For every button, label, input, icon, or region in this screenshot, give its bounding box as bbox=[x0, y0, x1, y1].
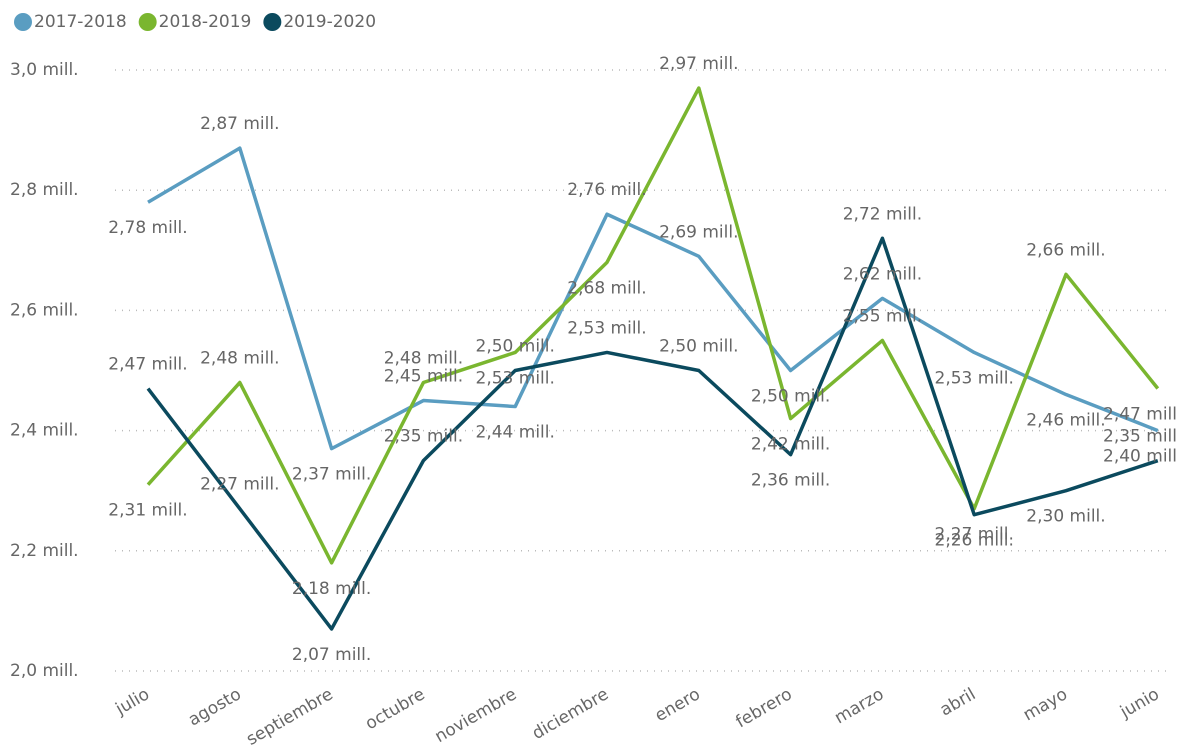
data-label: 2,72 mill. bbox=[843, 204, 922, 224]
legend-marker bbox=[138, 13, 157, 31]
data-label: 2,45 mill. bbox=[384, 367, 463, 387]
x-tick-label: mayo bbox=[1020, 684, 1071, 725]
x-tick-label: octubre bbox=[362, 684, 428, 734]
legend-label: 2018-2019 bbox=[159, 12, 252, 32]
data-label: 2,27 mill. bbox=[200, 475, 279, 495]
x-tick-label: junio bbox=[1116, 684, 1163, 723]
data-label: 2,07 mill. bbox=[292, 645, 371, 665]
y-tick-label: 2,2 mill. bbox=[10, 541, 79, 561]
x-tick-label: julio bbox=[112, 684, 153, 720]
data-label: 2,35 mill bbox=[1103, 427, 1177, 447]
data-label: 2,50 mill. bbox=[751, 387, 830, 407]
data-label: 2,87 mill. bbox=[200, 114, 279, 134]
data-label: 2,47 mill. bbox=[108, 355, 187, 375]
data-label: 2,27 mill. bbox=[935, 525, 1014, 545]
x-tick-label: septiembre bbox=[243, 684, 336, 750]
data-label: 2,53 mill. bbox=[476, 368, 555, 388]
legend-label: 2019-2020 bbox=[283, 12, 376, 32]
legend-marker bbox=[14, 13, 32, 31]
data-label: 2,36 mill. bbox=[751, 471, 830, 491]
data-label: 2,26 mill. bbox=[935, 531, 1014, 551]
x-tick-label: marzo bbox=[831, 684, 887, 728]
y-tick-label: 3,0 mill. bbox=[10, 60, 79, 80]
x-tick-label: diciembre bbox=[529, 684, 612, 744]
data-label: 2,48 mill. bbox=[384, 349, 463, 369]
x-tick-label: febrero bbox=[732, 684, 795, 732]
x-tick-label: noviembre bbox=[432, 684, 521, 747]
data-label: 2,44 mill. bbox=[476, 423, 555, 443]
series-line bbox=[147, 146, 1159, 451]
data-label: 2,48 mill. bbox=[200, 349, 279, 369]
legend-label: 2017-2018 bbox=[34, 12, 127, 32]
data-label: 2,18 mill. bbox=[292, 579, 371, 599]
data-label: 2,47 mill bbox=[1103, 405, 1177, 425]
y-tick-label: 2,8 mill. bbox=[10, 180, 79, 200]
x-tick-label: agosto bbox=[185, 684, 245, 730]
y-tick-label: 2,4 mill. bbox=[10, 421, 79, 441]
series-line bbox=[146, 236, 1159, 631]
legend-marker bbox=[263, 13, 282, 31]
data-label: 2,35 mill. bbox=[384, 427, 463, 447]
data-label: 2,50 mill. bbox=[659, 337, 738, 357]
x-tick-label: abril bbox=[937, 684, 980, 720]
data-label: 2,40 mill bbox=[1103, 447, 1177, 467]
x-tick-label: enero bbox=[652, 684, 704, 726]
data-label: 2,68 mill. bbox=[567, 278, 646, 298]
data-label: 2,53 mill. bbox=[935, 368, 1014, 388]
data-label: 2,78 mill. bbox=[108, 218, 187, 238]
data-label: 2,76 mill. bbox=[567, 180, 646, 200]
data-label: 2,37 mill. bbox=[292, 465, 371, 485]
data-label: 2,69 mill. bbox=[659, 222, 738, 242]
data-label: 2,50 mill. bbox=[476, 337, 555, 357]
y-tick-label: 2,6 mill. bbox=[10, 300, 79, 320]
series-line bbox=[146, 86, 1160, 565]
data-label: 2,55 mill. bbox=[843, 306, 922, 326]
data-label: 2,42 mill. bbox=[751, 435, 830, 455]
data-label: 2,53 mill. bbox=[567, 318, 646, 338]
data-label: 2,97 mill. bbox=[659, 54, 738, 74]
data-label: 2,31 mill. bbox=[108, 501, 187, 521]
data-label: 2,30 mill. bbox=[1026, 507, 1105, 527]
data-label: 2,62 mill. bbox=[843, 264, 922, 284]
y-tick-label: 2,0 mill. bbox=[10, 661, 79, 681]
data-label: 2,66 mill. bbox=[1026, 240, 1105, 260]
data-label: 2,46 mill. bbox=[1026, 411, 1105, 431]
